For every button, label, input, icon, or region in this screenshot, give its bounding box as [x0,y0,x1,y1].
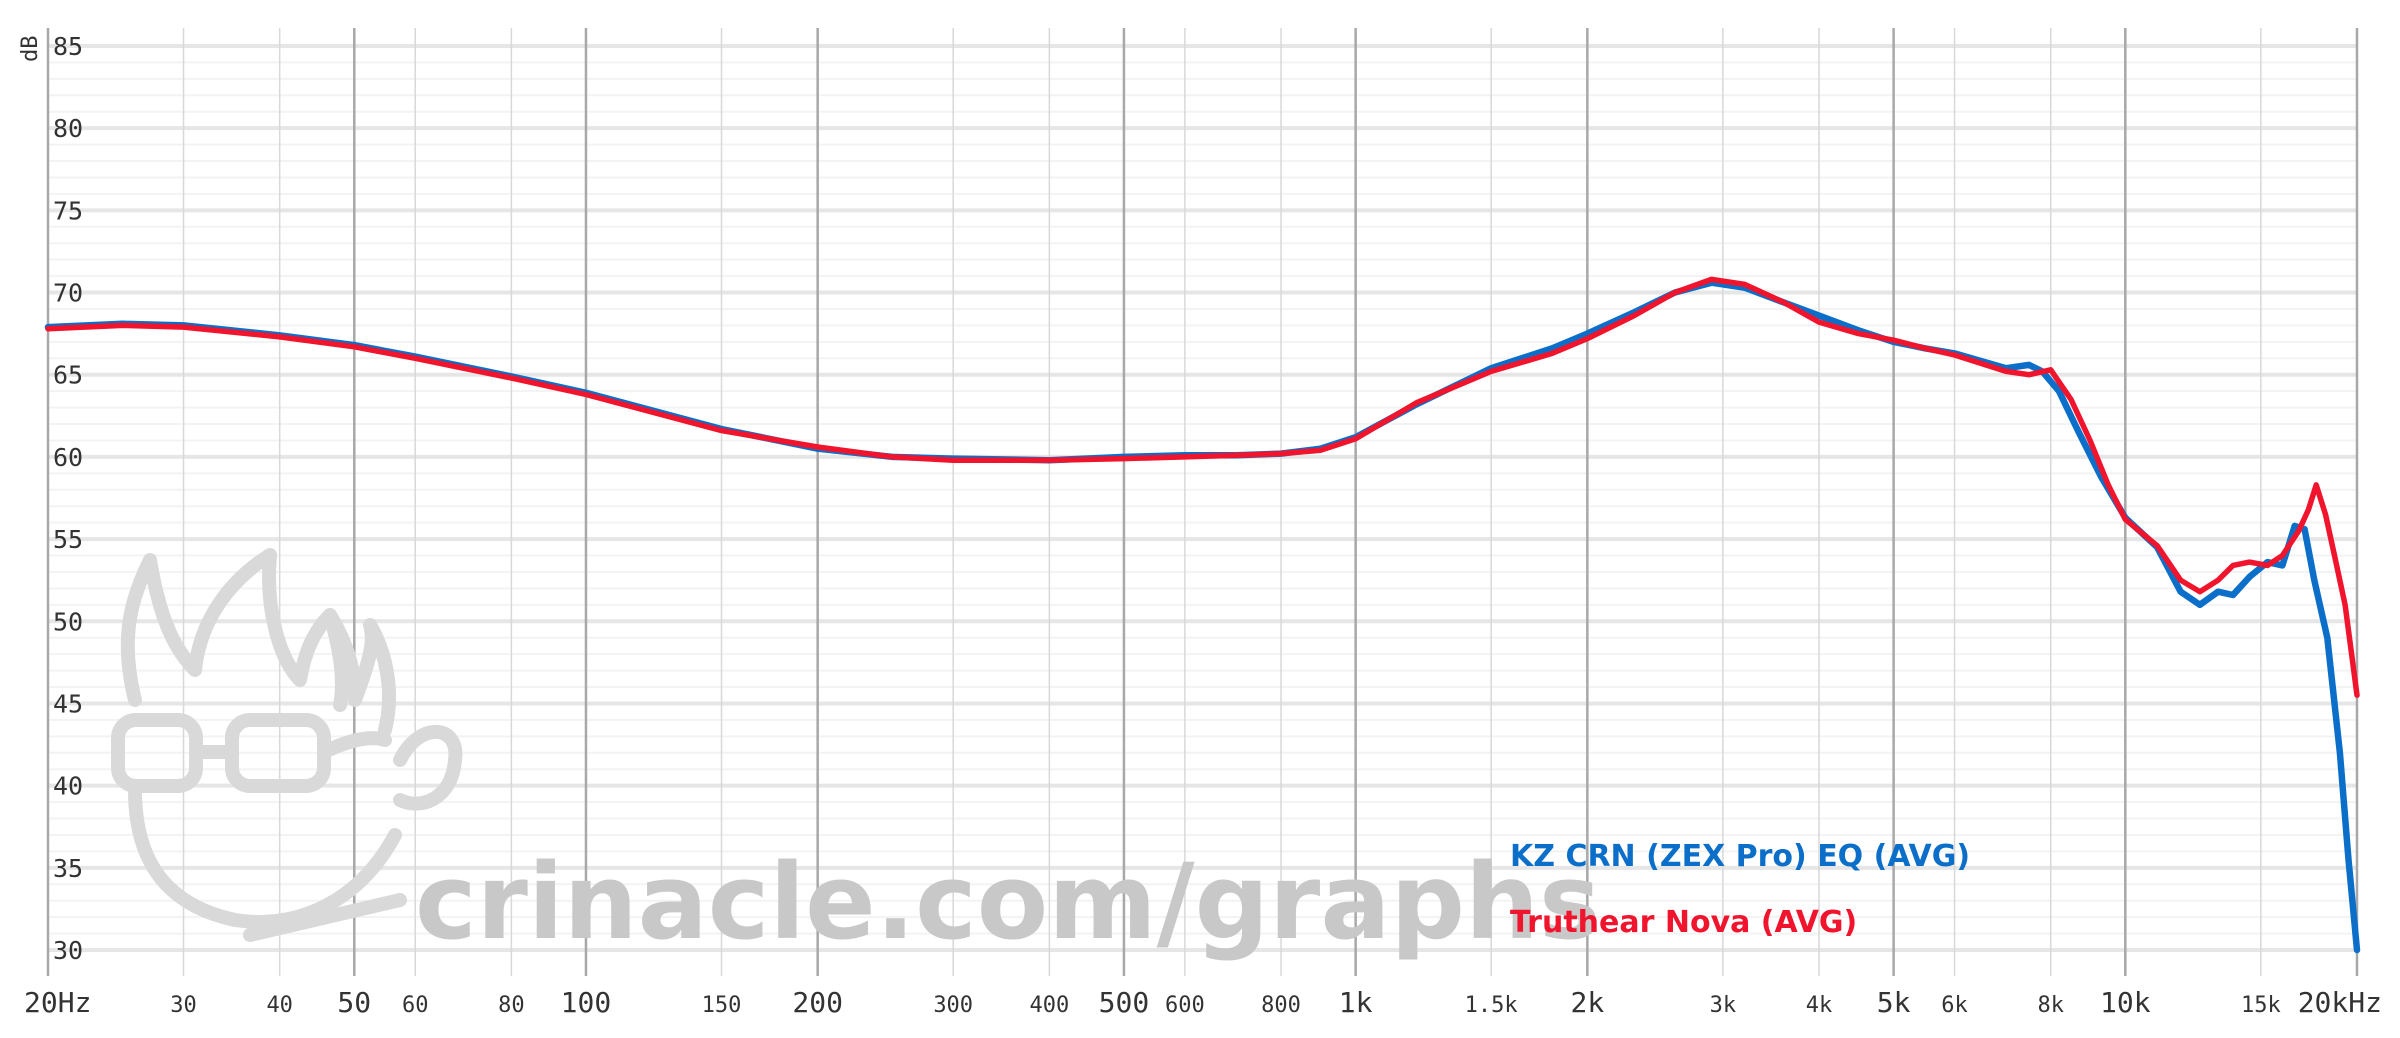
legend-item-kz-crn: KZ CRN (ZEX Pro) EQ (AVG) [1510,839,1970,874]
x-tick-label: 1.5k [1465,993,1518,1018]
vertical-grid [46,28,2359,976]
x-tick-label: 40 [266,993,293,1018]
series-layer [44,276,2361,954]
x-tick-label: 400 [1029,993,1069,1018]
y-tick-label: 85 [53,32,83,61]
legend-item-truthear-nova: Truthear Nova (AVG) [1510,905,1857,940]
y-tick-label: 70 [53,279,83,308]
x-tick-label: 1k [1339,986,1373,1019]
x-tick-label: 10k [2100,986,2151,1019]
x-tick-label: 600 [1165,993,1205,1018]
x-tick-label: 4k [1806,993,1833,1018]
x-tick-label: 100 [561,986,612,1019]
x-tick-label: 8k [2037,993,2064,1018]
x-tick-label: 20Hz [24,986,91,1019]
x-axis-ticks: 20Hz 30 40 50 60 80 100 150 200 300 400 500 600 800 1k… [24,986,2382,1019]
x-tick-label: 6k [1941,993,1968,1018]
y-tick-label: 65 [53,361,83,390]
x-tick-label: 3k [1710,993,1737,1018]
y-tick-label: 30 [53,936,83,965]
x-tick-label: 800 [1261,993,1301,1018]
y-tick-label: 50 [53,607,83,636]
legend: KZ CRN (ZEX Pro) EQ (AVG) Truthear Nova … [1510,839,1970,940]
x-tick-label: 300 [933,993,973,1018]
x-tick-label: 80 [498,993,525,1018]
watermark-text: crinacle.com/graphs [415,841,1601,963]
y-tick-label: 40 [53,772,83,801]
x-tick-label: 5k [1877,986,1911,1019]
y-axis-unit-label: dB [18,36,43,63]
x-tick-label: 20kHz [2298,986,2382,1019]
y-axis-ticks: 85 80 75 70 65 60 55 50 45 40 35 30 [53,32,83,965]
series-line-2 [45,276,2360,698]
horizontal-grid [48,44,2357,952]
x-tick-label: 200 [792,986,843,1019]
y-tick-label: 60 [53,443,83,472]
x-tick-label: 2k [1570,986,1604,1019]
x-tick-label: 150 [702,993,742,1018]
x-tick-label: 500 [1099,986,1150,1019]
x-tick-label: 15k [2241,993,2281,1018]
y-tick-label: 45 [53,689,83,718]
crinacle-mascot-icon [111,548,463,942]
y-tick-label: 80 [53,114,83,143]
y-tick-label: 55 [53,525,83,554]
x-tick-label: 60 [402,993,429,1018]
x-tick-label: 50 [337,986,371,1019]
x-tick-label: 30 [170,993,197,1018]
y-tick-label: 75 [53,196,83,225]
y-tick-label: 35 [53,854,83,883]
